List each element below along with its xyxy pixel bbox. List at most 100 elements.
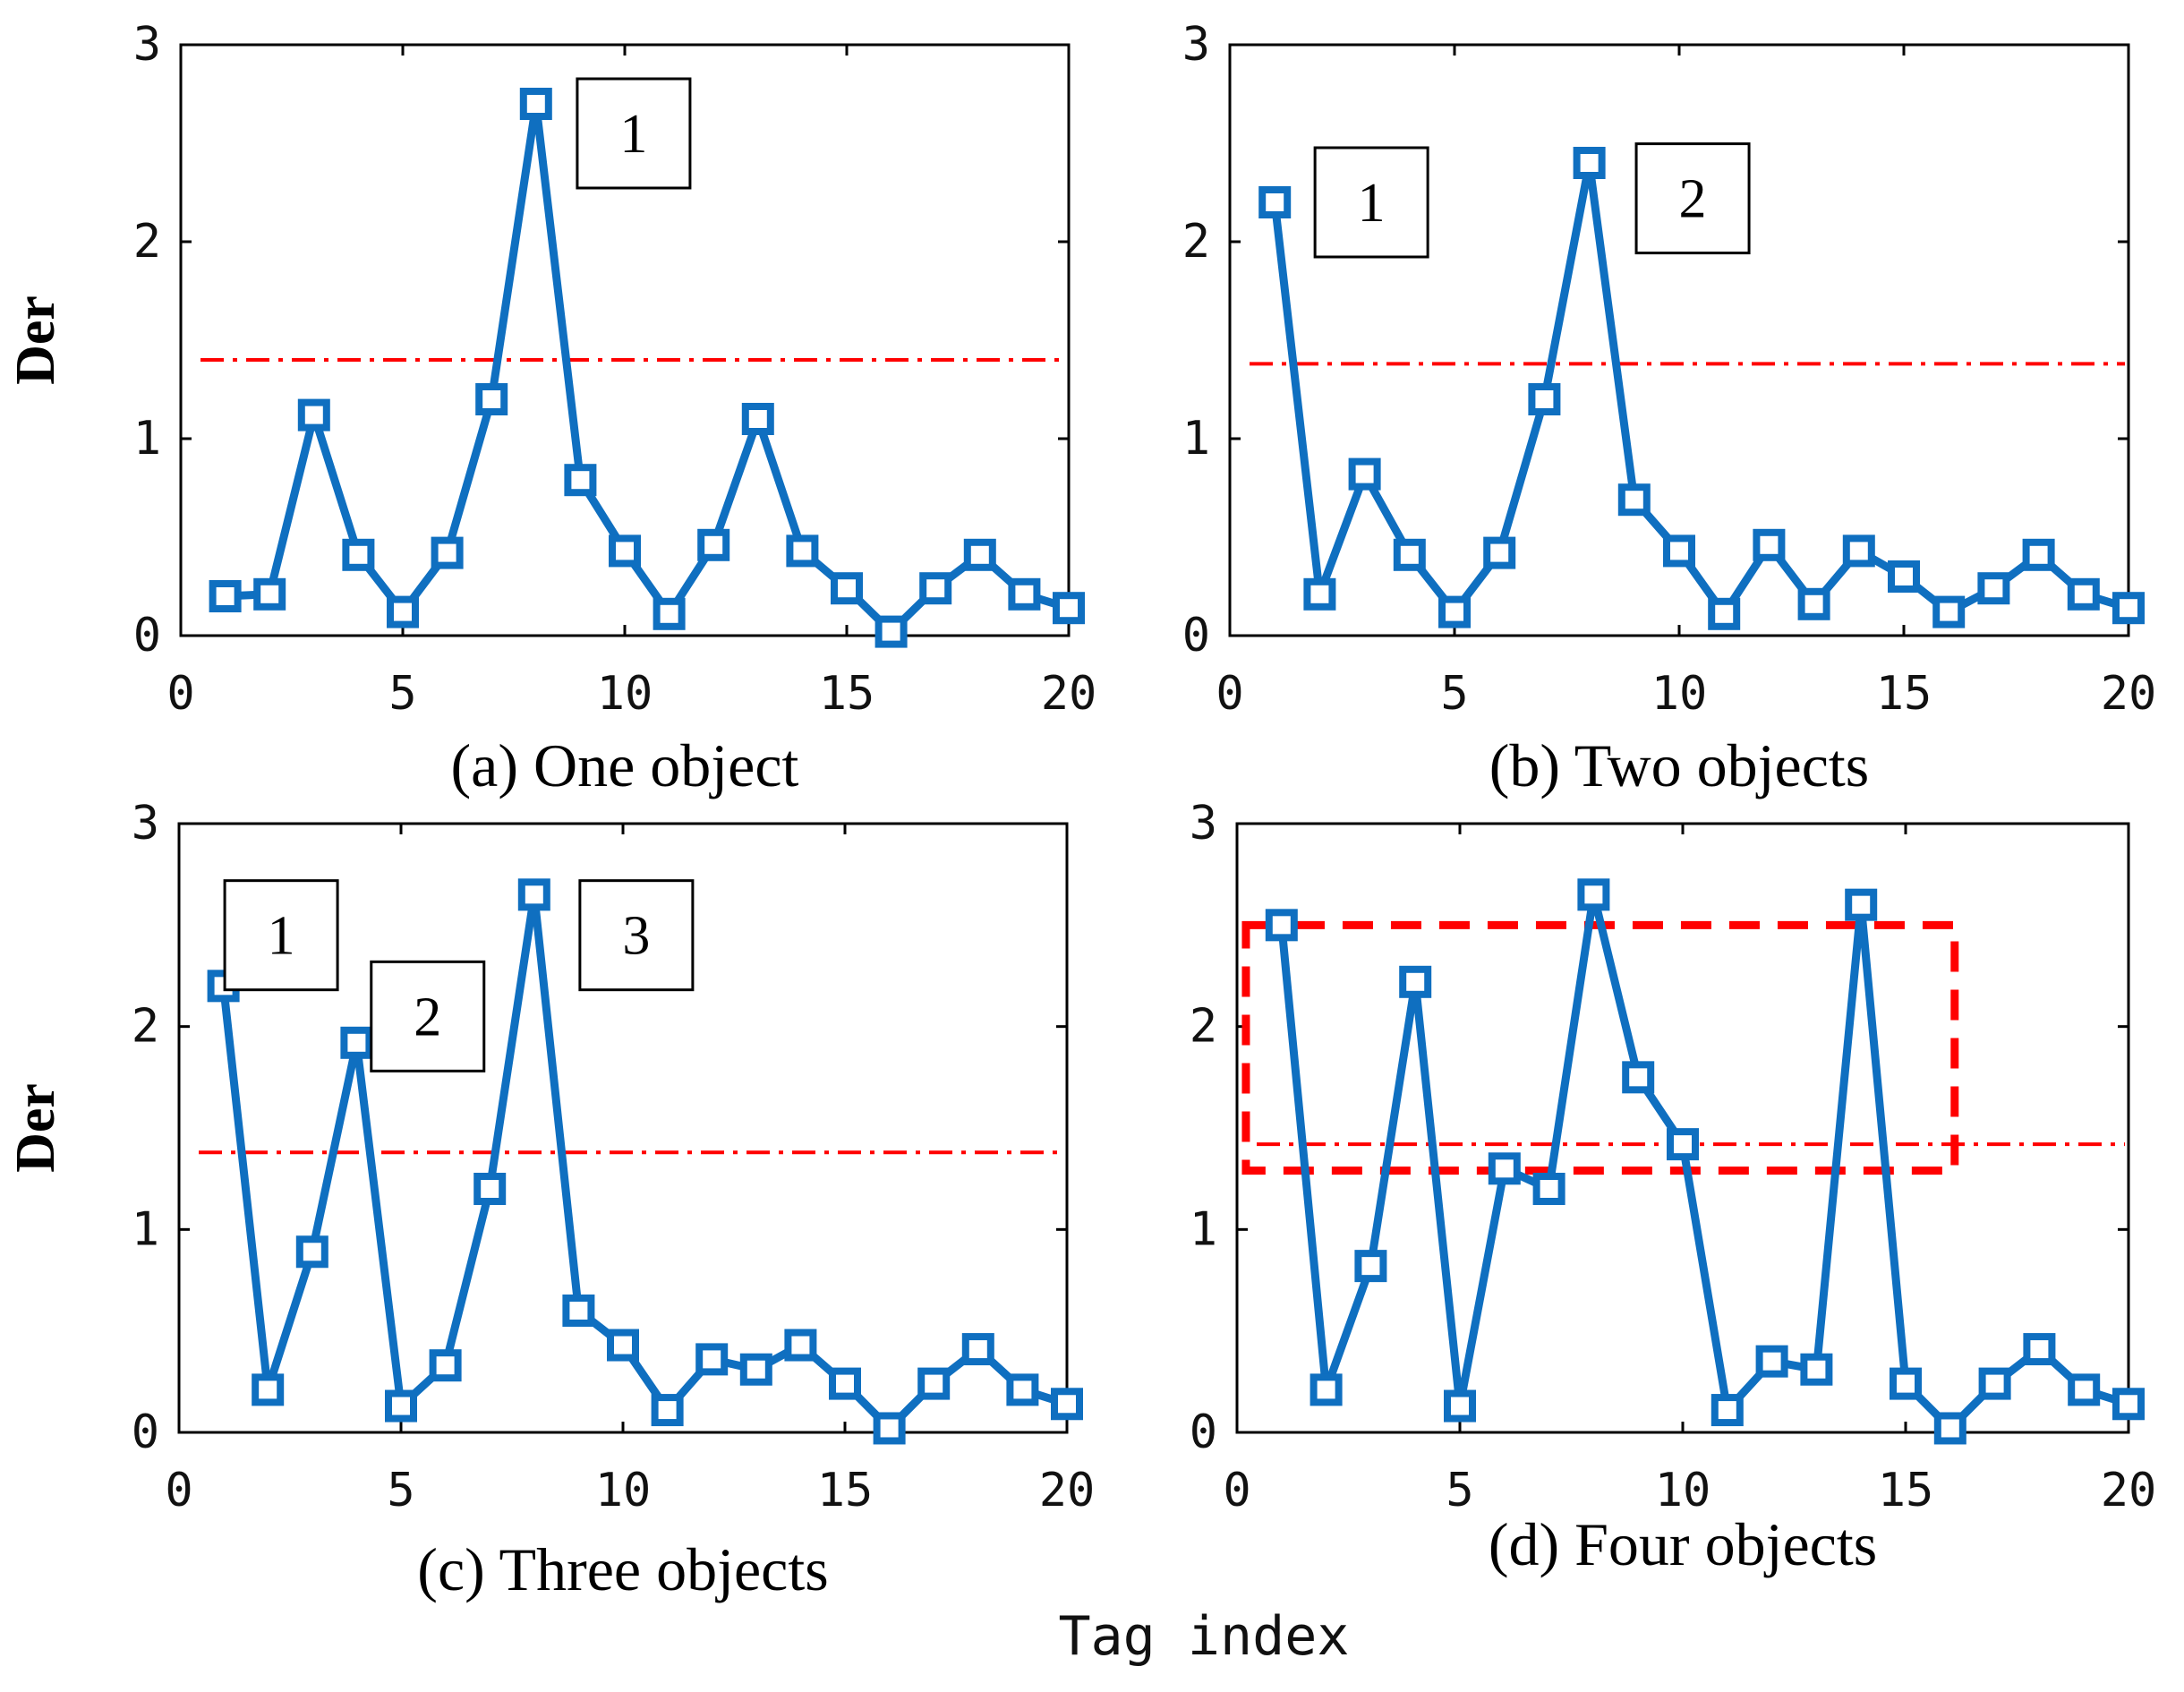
x-tick-label: 20 bbox=[1041, 667, 1097, 721]
data-point bbox=[2112, 1388, 2145, 1421]
data-point bbox=[739, 1353, 772, 1386]
data-point bbox=[295, 1235, 328, 1269]
data-point bbox=[1977, 572, 2010, 605]
data-point bbox=[919, 572, 952, 605]
annotation-label: 3 bbox=[622, 906, 650, 967]
data-point bbox=[1348, 457, 1381, 491]
y-tick-label: 2 bbox=[1190, 1000, 1217, 1054]
data-point bbox=[1488, 1152, 1521, 1185]
y-tick-label: 3 bbox=[1190, 797, 1217, 850]
annotation-label: 2 bbox=[1679, 169, 1707, 230]
data-point bbox=[517, 878, 550, 911]
data-point bbox=[1667, 1128, 1699, 1161]
x-tick-label: 10 bbox=[1655, 1464, 1711, 1517]
data-point bbox=[1753, 528, 1786, 561]
data-point bbox=[1933, 1412, 1966, 1445]
data-point bbox=[961, 1333, 994, 1366]
data-point bbox=[1711, 1394, 1744, 1427]
data-point bbox=[2067, 577, 2100, 611]
data-point bbox=[2022, 538, 2055, 571]
x-tick-label: 5 bbox=[1446, 1464, 1473, 1517]
data-point bbox=[1310, 1373, 1343, 1406]
data-point bbox=[2068, 1373, 2101, 1406]
x-tick-label: 20 bbox=[1039, 1464, 1096, 1517]
data-point bbox=[385, 1389, 417, 1423]
x-tick-label: 20 bbox=[2101, 1464, 2157, 1517]
data-point bbox=[297, 398, 330, 432]
data-point bbox=[784, 1329, 817, 1362]
data-point bbox=[1532, 1173, 1565, 1205]
data-point bbox=[695, 1343, 729, 1376]
data-point bbox=[1755, 1345, 1788, 1378]
data-point bbox=[1663, 534, 1695, 568]
data-point bbox=[1528, 383, 1561, 415]
y-tick-label: 1 bbox=[132, 1202, 159, 1256]
panel-caption-a: (a) One object bbox=[451, 731, 799, 799]
data-point bbox=[1797, 587, 1830, 620]
x-tick-label: 5 bbox=[388, 667, 416, 721]
data-point bbox=[387, 595, 419, 628]
data-point bbox=[1265, 909, 1298, 942]
y-tick-label: 0 bbox=[1190, 1406, 1217, 1459]
x-tick-label: 10 bbox=[597, 667, 653, 721]
data-point bbox=[1438, 595, 1471, 628]
x-tick-label: 0 bbox=[1223, 1464, 1250, 1517]
y-axis-label: Der bbox=[5, 1083, 66, 1173]
data-point bbox=[1006, 1373, 1039, 1406]
x-tick-label: 15 bbox=[1876, 667, 1932, 721]
data-point bbox=[431, 536, 464, 569]
data-point bbox=[1053, 592, 1085, 625]
y-tick-label: 3 bbox=[1182, 18, 1210, 72]
data-point bbox=[697, 528, 730, 561]
y-tick-label: 0 bbox=[132, 1406, 159, 1459]
y-tick-label: 0 bbox=[133, 609, 161, 662]
y-tick-label: 2 bbox=[1182, 215, 1210, 269]
x-tick-label: 15 bbox=[1878, 1464, 1934, 1517]
x-tick-label: 5 bbox=[1440, 667, 1468, 721]
data-point bbox=[1483, 536, 1516, 569]
data-point bbox=[1399, 965, 1432, 998]
data-point bbox=[340, 1026, 373, 1059]
data-point bbox=[473, 1173, 507, 1205]
data-point bbox=[873, 1412, 906, 1445]
x-axis-label: Tag index bbox=[1058, 1605, 1349, 1668]
data-point bbox=[1051, 1388, 1083, 1421]
data-point bbox=[831, 572, 863, 605]
panel-c: 0 5 10 15 20 0 1 2 3 Der 1 2 3 (c) Three objects bbox=[5, 797, 1095, 1603]
annotation-box bbox=[578, 879, 695, 992]
data-point bbox=[1573, 147, 1606, 179]
x-tick-label: 15 bbox=[819, 667, 875, 721]
data-point bbox=[1393, 538, 1426, 571]
annotation-box bbox=[1634, 142, 1751, 255]
data-point bbox=[475, 383, 508, 415]
data-point bbox=[917, 1367, 951, 1400]
data-point bbox=[1258, 186, 1292, 218]
data-point bbox=[1577, 878, 1610, 911]
data-point bbox=[741, 403, 774, 435]
x-tick-label: 15 bbox=[817, 1464, 874, 1517]
panel-b: 0 5 10 15 20 0 1 2 3 1 2 (b) Two objects bbox=[1182, 18, 2157, 799]
x-tick-label: 10 bbox=[1651, 667, 1708, 721]
data-point bbox=[342, 538, 375, 571]
data-point bbox=[1845, 888, 1878, 921]
y-tick-label: 1 bbox=[1190, 1202, 1217, 1256]
x-tick-label: 0 bbox=[166, 667, 194, 721]
data-point bbox=[1622, 1061, 1655, 1094]
data-point bbox=[1800, 1353, 1833, 1386]
data-point bbox=[1888, 560, 1920, 593]
y-tick-label: 3 bbox=[132, 797, 159, 850]
data-point bbox=[1303, 577, 1336, 611]
data-point bbox=[963, 538, 996, 571]
panel-a: 0 5 10 15 20 0 1 2 3 Der 1 (a) One object bbox=[5, 18, 1096, 799]
annotation-label: 1 bbox=[268, 906, 295, 967]
data-point bbox=[1890, 1367, 1922, 1400]
data-point bbox=[1932, 595, 1966, 628]
panel-caption-d: (d) Four objects bbox=[1489, 1510, 1877, 1578]
data-point bbox=[429, 1349, 462, 1382]
x-tick-label: 5 bbox=[387, 1464, 414, 1517]
x-tick-label: 20 bbox=[2101, 667, 2157, 721]
data-point bbox=[874, 615, 908, 648]
data-point bbox=[609, 534, 641, 568]
data-point bbox=[1708, 597, 1741, 630]
